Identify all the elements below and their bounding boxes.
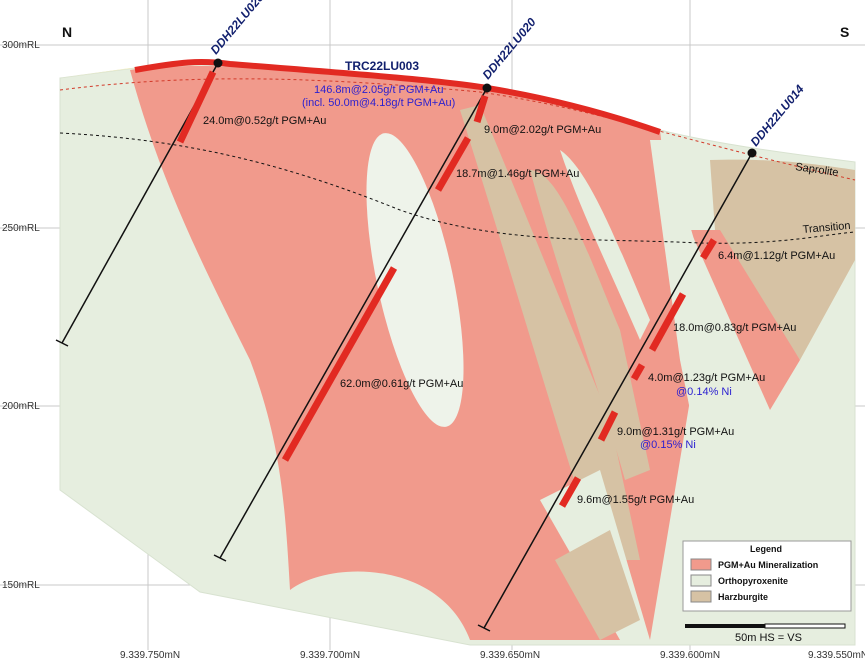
- elevation-label: 250mRL: [2, 223, 40, 234]
- intercept-label: 18.0m@0.83g/t PGM+Au: [673, 322, 796, 334]
- northing-label: 9.339.650mN: [480, 650, 540, 661]
- trench-intercept: 146.8m@2.05g/t PGM+Au: [314, 84, 444, 96]
- trench-name: TRC22LU003: [345, 59, 419, 73]
- legend-item: Harzburgite: [718, 592, 768, 602]
- elevation-label: 200mRL: [2, 401, 40, 412]
- intercept-label: 4.0m@1.23g/t PGM+Au: [648, 372, 765, 384]
- north-label: N: [62, 24, 72, 40]
- harzburgite: [460, 105, 640, 560]
- horizon-label: Saprolite: [795, 161, 840, 179]
- harzburgite: [710, 159, 855, 360]
- ni-note: @0.14% Ni: [676, 386, 732, 398]
- intercept-label: 9.0m@1.31g/t PGM+Au: [617, 426, 734, 438]
- northing-label: 9.339.750mN: [120, 650, 180, 661]
- scale-label: 50m HS = VS: [735, 632, 802, 644]
- legend: Legend PGM+Au Mineralization Orthopyroxe…: [682, 540, 852, 612]
- intercept-label: 9.6m@1.55g/t PGM+Au: [577, 494, 694, 506]
- south-label: S: [840, 24, 849, 40]
- northing-label: 9.339.550mN: [808, 650, 865, 661]
- intercept-label: 62.0m@0.61g/t PGM+Au: [340, 378, 463, 390]
- intercept-label: 9.0m@2.02g/t PGM+Au: [484, 124, 601, 136]
- orthopyroxenite: [366, 133, 464, 427]
- saprolite-base: [59, 78, 856, 181]
- legend-item: Orthopyroxenite: [718, 576, 788, 586]
- mineralization: [690, 230, 800, 410]
- collars: [213, 58, 757, 158]
- scale-bar: 50m HS = VS: [685, 623, 846, 644]
- legend-title: Legend: [750, 544, 782, 554]
- northing-label: 9.339.600mN: [660, 650, 720, 661]
- intercepts: [176, 70, 717, 508]
- orthopyroxenite: [650, 140, 740, 460]
- elevation-label: 150mRL: [2, 580, 40, 591]
- intercept-label: 24.0m@0.52g/t PGM+Au: [203, 115, 326, 127]
- harzburgite: [555, 530, 640, 640]
- ni-note: @0.15% Ni: [640, 439, 696, 451]
- trench-included: (incl. 50.0m@4.18g/t PGM+Au): [302, 97, 455, 109]
- horizon-label: Transition: [802, 220, 851, 236]
- intercept-label: 6.4m@1.12g/t PGM+Au: [718, 250, 835, 262]
- harzburgite: [530, 170, 650, 480]
- orthopyroxenite: [560, 150, 650, 340]
- elevation-label: 300mRL: [2, 40, 40, 51]
- legend-item: PGM+Au Mineralization: [718, 560, 818, 570]
- intercept-label: 18.7m@1.46g/t PGM+Au: [456, 168, 579, 180]
- trench: [134, 59, 661, 135]
- northing-label: 9.339.700mN: [300, 650, 360, 661]
